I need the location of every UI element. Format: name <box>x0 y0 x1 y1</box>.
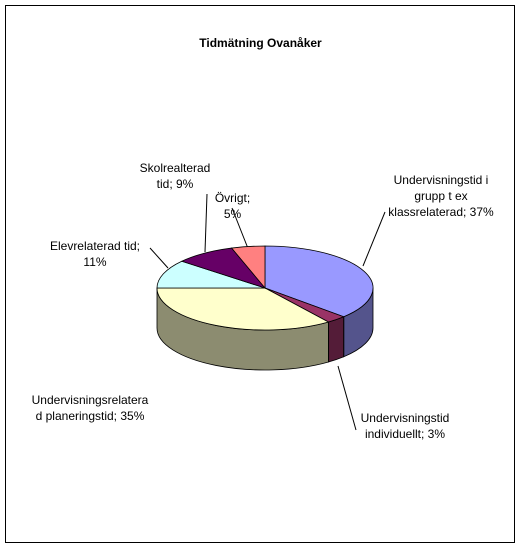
leader-line <box>362 211 386 267</box>
leader-line <box>149 247 169 269</box>
pie-slice <box>230 245 266 290</box>
leader-line <box>204 193 208 253</box>
leader-line <box>337 365 357 431</box>
chart-frame <box>5 5 515 543</box>
data-label: Undervisningsrelaterad planeringstid; 35… <box>31 393 149 423</box>
leader-lines <box>149 193 386 431</box>
leader-line <box>231 207 250 252</box>
data-label: Undervisningstid individuellt; 3% <box>360 411 450 441</box>
pie-slice <box>264 245 374 318</box>
data-label: Elevrelaterad tid; 11% <box>49 239 141 269</box>
chart-title: Tidmätning Ovanåker <box>199 36 322 50</box>
pie-slice <box>156 287 330 331</box>
slice-side <box>328 316 345 363</box>
data-label: Skolrealterad tid; 9% <box>139 161 211 191</box>
data-label: Övrigt; 5% <box>214 191 251 221</box>
pie-slice <box>156 260 266 289</box>
data-label: Undervisningstid i grupp t ex klassrelat… <box>388 173 494 219</box>
